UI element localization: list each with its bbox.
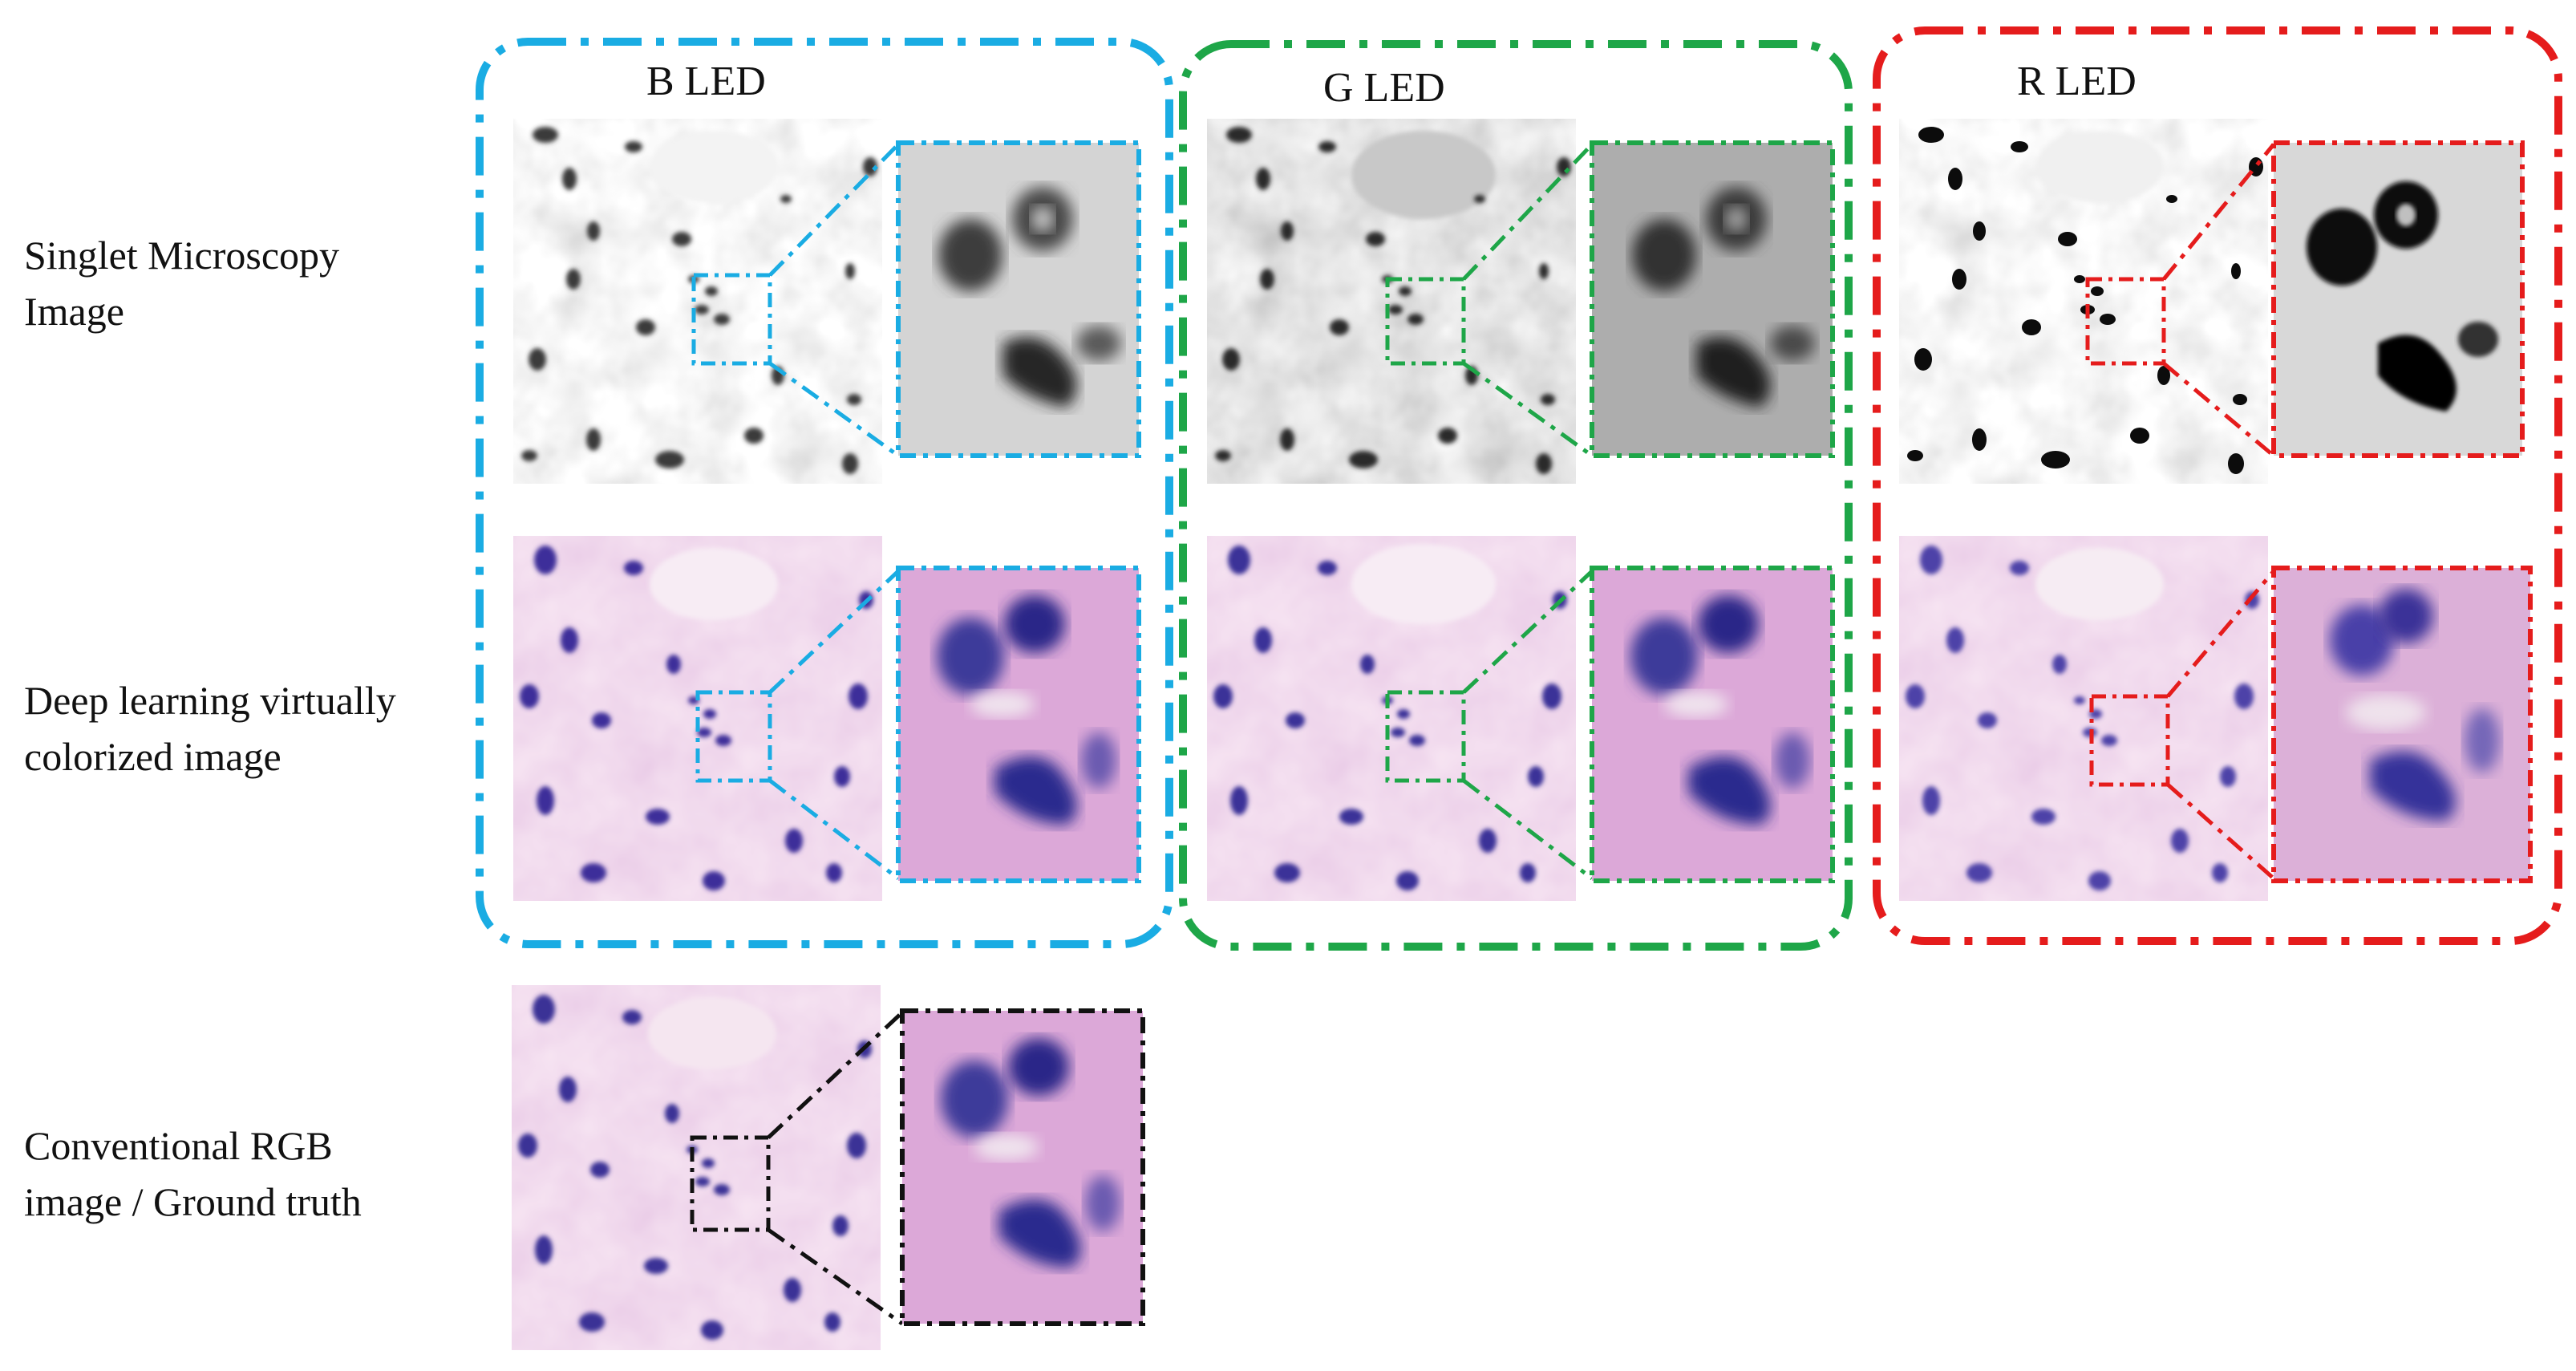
ground-truth-group <box>512 985 1145 1350</box>
r-led-grayscale-zoom <box>2271 140 2525 458</box>
r-led-grayscale-image <box>1899 119 2268 484</box>
row-label-3-line-2: image / Ground truth <box>24 1179 362 1224</box>
column-group-b-led: B LED <box>476 38 1173 948</box>
b-led-grayscale-image <box>513 119 882 484</box>
row-label-3: Conventional RGB image / Ground truth <box>24 1123 362 1224</box>
b-led-grayscale-zoom <box>896 140 1141 458</box>
g-led-colorized-zoom <box>1590 566 1835 883</box>
b-led-gray-roi-box <box>691 273 772 366</box>
row-label-1-line-1: Singlet Microscopy <box>24 233 339 278</box>
g-led-group-frame <box>1179 40 1853 951</box>
b-led-group-frame <box>476 38 1173 948</box>
g-led-colorized-image <box>1207 536 1576 901</box>
row-label-1: Singlet Microscopy Image <box>24 233 339 334</box>
ground-truth-image <box>512 985 881 1350</box>
row-label-2: Deep learning virtually colorized image <box>24 678 396 779</box>
row-label-1-line-2: Image <box>24 289 124 334</box>
b-led-title: B LED <box>646 59 766 104</box>
r-led-colorized-zoom <box>2271 566 2533 883</box>
r-led-title: R LED <box>2017 59 2137 104</box>
b-led-color-roi-box <box>695 690 772 783</box>
g-led-grayscale-image <box>1207 119 1576 484</box>
g-led-gray-roi-box <box>1385 277 1466 366</box>
ground-truth-roi-box <box>690 1135 771 1232</box>
r-led-colorized-image <box>1899 536 2268 901</box>
g-led-grayscale-zoom <box>1590 140 1835 458</box>
column-group-g-led: G LED <box>1179 40 1853 951</box>
ground-truth-zoom <box>900 1008 1145 1326</box>
b-led-colorized-zoom <box>896 566 1141 883</box>
row-label-2-line-1: Deep learning virtually <box>24 678 396 723</box>
g-led-title: G LED <box>1323 65 1445 111</box>
row-label-2-line-2: colorized image <box>24 734 281 779</box>
r-led-gray-roi-box <box>2085 277 2166 366</box>
r-led-group-frame <box>1873 26 2562 945</box>
r-led-color-roi-box <box>2089 694 2170 787</box>
g-led-color-roi-box <box>1385 690 1466 783</box>
b-led-colorized-image <box>513 536 882 901</box>
row-label-3-line-1: Conventional RGB <box>24 1123 333 1168</box>
column-group-r-led: R LED <box>1873 26 2562 945</box>
